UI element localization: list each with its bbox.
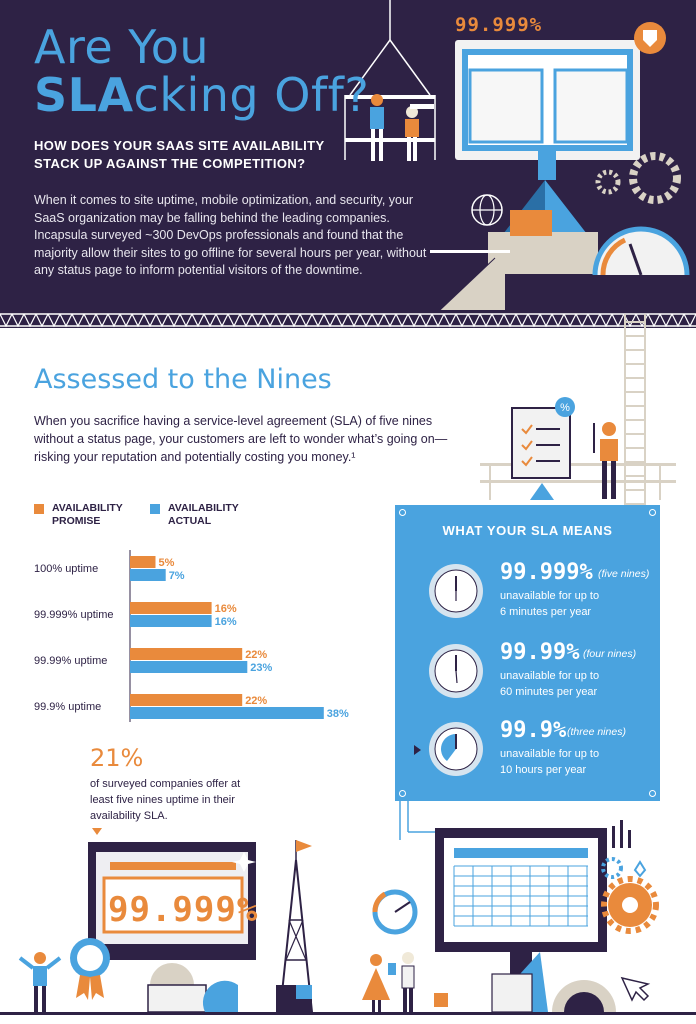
sla-nines-label: (three nines) — [567, 726, 626, 738]
panel-rivet — [649, 790, 656, 797]
sla-nines-label: (four nines) — [583, 648, 637, 660]
bar-value-label: 23% — [250, 662, 272, 674]
sla-title: WHAT YOUR SLA MEANS — [442, 523, 613, 538]
title-rest: cking Off? — [133, 68, 370, 122]
gauge-icon — [592, 226, 690, 276]
sla-line2: 60 minutes per year — [500, 686, 598, 698]
page-subtitle: HOW DOES YOUR SAAS SITE AVAILABILITY STA… — [34, 137, 354, 173]
svg-text:%: % — [560, 402, 570, 414]
person-icon — [34, 952, 46, 964]
sla-nines-value: 99.999% — [500, 560, 593, 585]
bar-value-label: 38% — [327, 708, 349, 720]
person-head — [602, 422, 616, 436]
spreadsheet-grid — [453, 865, 588, 927]
legend-promise: AVAILABILITY PROMISE — [34, 502, 132, 528]
subtitle-line2: STACK UP AGAINST THE COMPETITION? — [34, 156, 306, 171]
intro-paragraph: When it comes to site uptime, mobile opt… — [34, 193, 427, 277]
title-emphasis: SLA — [34, 68, 134, 122]
legend-swatch-actual — [150, 504, 160, 514]
sla-line2: 6 minutes per year — [500, 606, 592, 618]
bar-promise — [130, 694, 243, 706]
person-icon — [362, 968, 390, 1000]
worker-body — [370, 107, 384, 129]
panel-rivet — [649, 509, 656, 516]
subtitle-line1: HOW DOES YOUR SAAS SITE AVAILABILITY — [34, 138, 325, 153]
section-paragraph: When you sacrifice having a service-leve… — [34, 414, 448, 464]
bar-promise — [130, 648, 243, 660]
bar-value-label: 7% — [169, 570, 185, 582]
legend-actual: AVAILABILITY ACTUAL — [150, 502, 248, 528]
hero-illustration — [344, 0, 690, 311]
cursor-icon — [620, 976, 651, 1002]
stairs — [440, 258, 505, 310]
equalizer-icon — [612, 826, 615, 848]
truss-divider — [0, 312, 696, 328]
chart-category-label: 99.99% uptime — [34, 655, 107, 667]
bar-value-label: 5% — [159, 557, 175, 569]
clock-icon — [429, 644, 483, 698]
chart-category-label: 99.999% uptime — [34, 609, 114, 621]
legend-promise-line2: PROMISE — [52, 515, 101, 527]
flag-icon — [296, 840, 312, 852]
stat-description: of surveyed companies offer at least fiv… — [90, 778, 241, 822]
clock-icon — [429, 564, 483, 618]
down-marker-icon — [92, 828, 102, 835]
panel-rivet — [399, 509, 406, 516]
sparkle-icon — [633, 860, 647, 878]
percent-badge-icon — [555, 397, 575, 417]
sla-nines-label: (five nines) — [598, 568, 650, 580]
legend-actual-line2: ACTUAL — [168, 515, 212, 527]
clipboard-icon — [511, 407, 571, 479]
monitor-nines-display: 99.999% — [108, 890, 259, 930]
hero-platform — [345, 95, 435, 99]
legend-swatch-promise — [34, 504, 44, 514]
bar-actual — [130, 569, 166, 581]
bar-actual — [130, 615, 212, 627]
phone-icon — [388, 963, 396, 975]
sla-row-three-nines: 99.9% (three nines) unavailable for up t… — [395, 718, 660, 788]
chart-category-label: 99.9% uptime — [34, 701, 101, 713]
chart-category-label: 100% uptime — [34, 563, 98, 575]
sla-line1: unavailable for up to — [500, 590, 600, 602]
telescope-icon — [410, 104, 434, 109]
sparkle-icon — [232, 852, 256, 872]
sla-row-five-nines: 99.999% (five nines) unavailable for up … — [395, 560, 660, 630]
sla-line2: 10 hours per year — [500, 764, 587, 776]
section-title: Assessed to the Nines — [34, 364, 332, 395]
hero-banner: 99.999% Are You SLAcking Off? HOW DOES Y… — [0, 0, 696, 314]
sla-nines-value: 99.9% — [500, 718, 567, 743]
bar-value-label: 16% — [215, 616, 237, 628]
legend-actual-line1: AVAILABILITY — [168, 502, 239, 514]
sla-nines-value: 99.99% — [500, 640, 580, 665]
stat-percent: 21% — [90, 744, 144, 772]
panel-rivet — [399, 790, 406, 797]
clock-icon — [429, 722, 483, 776]
pointer-arrow-icon — [414, 745, 421, 755]
worker-head — [371, 94, 383, 106]
bar-value-label: 16% — [215, 603, 237, 615]
bar-actual — [130, 661, 248, 673]
bar-actual — [130, 707, 324, 719]
uptime-bar-chart: 100% uptime 5%7% 99.999% uptime 16%16% 99.99… — [34, 550, 349, 722]
bar-promise — [130, 602, 212, 614]
sla-row-four-nines: 99.99% (four nines) unavailable for up t… — [395, 640, 660, 710]
sla-line1: unavailable for up to — [500, 748, 600, 760]
bar-value-label: 22% — [245, 695, 267, 707]
gear-icon — [629, 152, 681, 204]
sla-line1: unavailable for up to — [500, 670, 600, 682]
page-title-line1: Are You — [34, 20, 210, 74]
hero-nines-display: 99.999% — [455, 14, 543, 36]
sla-panel: WHAT YOUR SLA MEANS 99.999% (five nines)… — [395, 505, 660, 801]
legend-promise-line1: AVAILABILITY — [52, 502, 123, 514]
bar-value-label: 22% — [245, 649, 267, 661]
page-title-line2: SLAcking Off? — [34, 70, 369, 120]
bar-promise — [130, 556, 156, 568]
clipboard-illustration: % — [480, 397, 676, 500]
